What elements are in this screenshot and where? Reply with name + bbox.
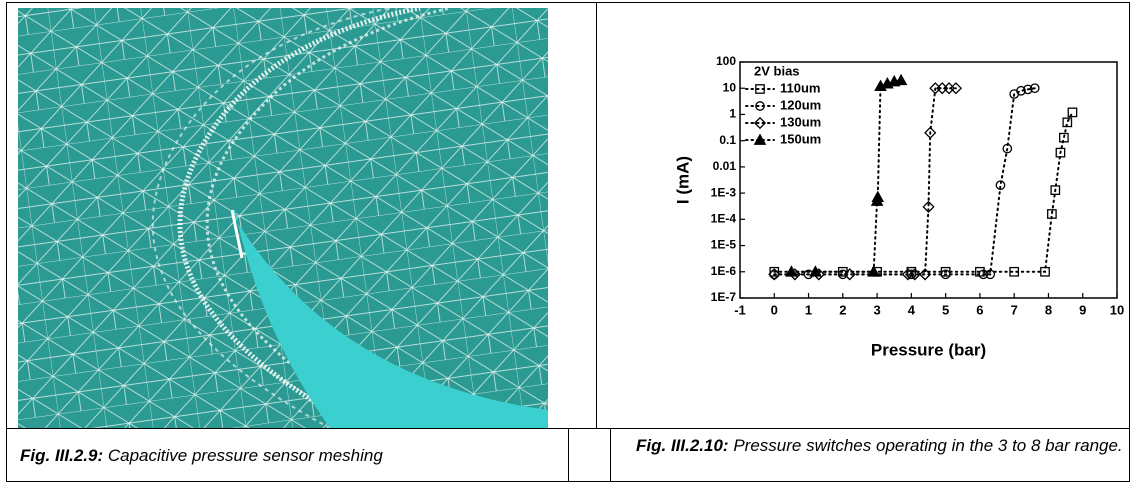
y-tick-label: 100 <box>716 54 736 68</box>
y-tick-label: 10 <box>723 80 737 94</box>
caption-label: Fig. III.2.10: <box>636 436 729 455</box>
legend-marker <box>755 84 765 94</box>
y-tick-label: 1E-6 <box>711 264 737 278</box>
marker <box>1023 84 1033 95</box>
marker <box>924 126 937 139</box>
y-tick-label: 1E-7 <box>711 290 737 304</box>
series-line <box>773 111 1074 273</box>
x-tick-label: 10 <box>1110 302 1124 317</box>
marker <box>809 265 822 277</box>
x-tick-label: 2 <box>839 302 846 317</box>
marker <box>769 266 780 277</box>
marker <box>768 268 781 281</box>
marker <box>871 190 885 203</box>
marker <box>769 269 780 280</box>
y-axis-label: I (mA) <box>673 156 692 204</box>
marker <box>1059 132 1069 143</box>
marker <box>940 266 951 277</box>
caption-label: Fig. III.2.9: <box>20 446 104 465</box>
x-tick-label: -1 <box>734 302 746 317</box>
x-tick-label: 1 <box>805 302 812 317</box>
legend-title: 2V bias <box>754 63 800 78</box>
y-tick-label: 1E-3 <box>711 185 737 199</box>
caption: Fig. III.2.9: Capacitive pressure sensor… <box>20 446 560 466</box>
y-tick-label: 0.01 <box>713 159 737 173</box>
marker <box>1050 185 1061 195</box>
marker <box>1067 107 1078 118</box>
marker <box>1029 83 1040 94</box>
legend-marker <box>753 116 767 130</box>
x-tick-label: 3 <box>873 302 880 317</box>
marker <box>785 265 798 277</box>
y-tick-label: 1E-5 <box>711 238 737 252</box>
x-tick-label: 8 <box>1045 302 1052 317</box>
marker <box>894 73 908 86</box>
x-tick-label: 7 <box>1011 302 1018 317</box>
marker <box>1009 266 1020 277</box>
legend-marker <box>755 101 765 111</box>
marker <box>1055 147 1066 158</box>
x-tick-label: 5 <box>942 302 949 317</box>
marker <box>908 268 921 281</box>
y-tick-label: 0.1 <box>719 133 736 147</box>
legend-label: 130um <box>780 114 821 129</box>
table-borders <box>6 2 1130 482</box>
caption-text: Pressure switches operating in the 3 to … <box>733 436 1123 455</box>
marker <box>1062 117 1073 128</box>
legend-label: 150um <box>780 131 821 146</box>
legend-label: 110um <box>780 80 820 95</box>
legend-marker <box>753 133 767 145</box>
marker <box>1040 266 1050 277</box>
marker <box>978 269 989 280</box>
marker <box>867 265 880 277</box>
y-tick-label: 1E-4 <box>711 212 737 226</box>
legend-label: 120um <box>780 97 821 112</box>
marker <box>985 269 996 280</box>
marker <box>1016 85 1026 96</box>
x-axis-label: Pressure (bar) <box>871 340 986 359</box>
mesh-image <box>18 8 548 428</box>
series-line <box>773 87 1036 276</box>
x-tick-label: 6 <box>976 302 983 317</box>
marker <box>940 269 951 280</box>
marker <box>995 180 1006 191</box>
marker <box>1047 209 1057 219</box>
marker <box>922 200 935 213</box>
caption-text: Capacitive pressure sensor meshing <box>107 446 383 465</box>
x-tick-label: 9 <box>1079 302 1086 317</box>
plot-frame <box>739 61 1118 299</box>
y-tick-label: 1 <box>729 107 736 121</box>
x-tick-label: 4 <box>908 302 916 317</box>
x-tick-label: 0 <box>771 302 778 317</box>
marker <box>918 268 932 281</box>
marker <box>1002 143 1013 154</box>
marker <box>949 82 963 95</box>
caption: Fig. III.2.10: Pressure switches operati… <box>636 436 1124 456</box>
